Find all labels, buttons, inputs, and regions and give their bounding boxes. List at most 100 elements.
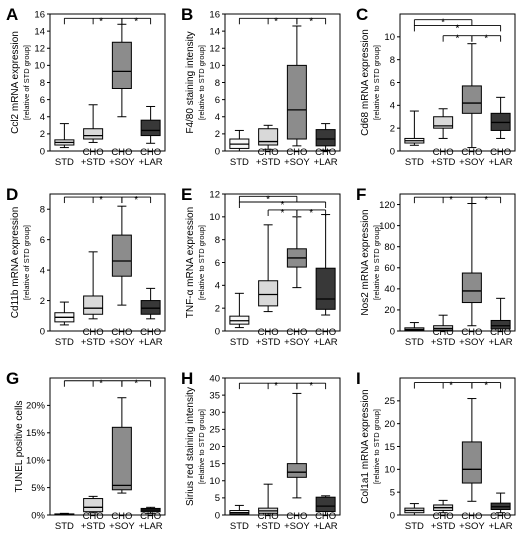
box-0 <box>404 322 425 332</box>
significance-bracket: * <box>296 208 327 219</box>
category-label: +SOY <box>284 521 310 532</box>
y-tick-label: 8 <box>215 235 220 246</box>
category-label: +SOY <box>459 337 485 348</box>
box-iqr <box>461 272 482 304</box>
y-tick-label: 10 <box>209 212 220 223</box>
significance-bracket: * <box>296 381 327 392</box>
panel-letter: A <box>6 5 18 24</box>
category-label: CHO <box>461 511 482 522</box>
category-label: CHO <box>258 147 279 158</box>
significance-bracket: * <box>63 195 123 206</box>
category-label: CHO <box>433 147 454 158</box>
panel-b: B 0 2 4 6 8 10 12 14 16 F4/80 staining intensity [r… <box>181 5 341 168</box>
category-label: CHO <box>461 327 482 338</box>
y-tick-label: 15 <box>384 442 395 453</box>
category-label: STD <box>230 157 249 168</box>
y-axis-label: TUNEL positive cells <box>14 401 25 493</box>
y-tick-label: 15 <box>209 459 220 470</box>
box-1 <box>433 499 454 514</box>
y-tick-label: 35 <box>209 390 220 401</box>
significance-star: * <box>449 195 453 206</box>
y-tick-label: 8 <box>40 78 45 89</box>
significance-star: * <box>99 379 103 390</box>
significance-star: * <box>99 195 103 206</box>
category-label: CHO <box>83 327 104 338</box>
y-tick-label: 5 <box>215 493 220 504</box>
box-iqr <box>433 116 454 129</box>
box-0 <box>229 504 250 516</box>
y-axis-sublabel: [relative of STD group] <box>22 45 31 120</box>
plot-frame <box>224 377 341 516</box>
category-label: STD <box>55 337 74 348</box>
plot-frame <box>399 377 516 516</box>
y-axis-label: Nos2 mRNA expression <box>360 209 371 315</box>
y-tick-label: 20% <box>26 401 46 412</box>
box-3 <box>490 96 511 139</box>
box-1 <box>83 104 104 143</box>
box-2 <box>461 398 482 502</box>
category-label: CHO <box>315 147 336 158</box>
y-axis-sublabel: [relative to STD group] <box>197 45 206 120</box>
box-2 <box>461 202 482 327</box>
y-tick-label: 0% <box>31 510 45 521</box>
significance-star: * <box>309 208 313 219</box>
panel-c: C 0 2 4 6 8 10 Cd68 mRNA expression [relative to… <box>356 5 516 168</box>
panel-letter: D <box>6 185 18 204</box>
category-label: +STD <box>431 337 456 348</box>
category-label: STD <box>230 521 249 532</box>
box-2 <box>286 216 307 289</box>
y-axis-sublabel: [relative to STD group] <box>197 409 206 484</box>
panel-f: F 0 20 40 60 80 100 120 Nos2 mRNA expression [rel… <box>356 185 516 348</box>
box-3 <box>490 297 511 332</box>
category-label: +STD <box>81 157 106 168</box>
y-axis-label: Col1a1 mRNA expression <box>360 389 371 504</box>
box-1 <box>258 224 279 313</box>
y-tick-label: 2 <box>215 303 220 314</box>
significance-star: * <box>309 16 313 27</box>
y-axis-sublabel: [relative to STD group] <box>372 225 381 300</box>
y-tick-label: 120 <box>379 200 395 211</box>
category-label: +SOY <box>284 337 310 348</box>
category-label: CHO <box>315 511 336 522</box>
panel-letter: G <box>6 369 19 388</box>
y-tick-label: 14 <box>34 26 45 37</box>
box-0 <box>404 503 425 516</box>
box-2 <box>111 205 132 306</box>
box-iqr <box>315 267 336 310</box>
category-label: CHO <box>258 327 279 338</box>
box-iqr <box>315 496 336 513</box>
box-0 <box>54 123 75 149</box>
box-iqr <box>111 234 132 277</box>
y-axis-sublabel: [relative of STD group] <box>22 225 31 300</box>
significance-bracket: * <box>296 16 327 27</box>
y-axis-sublabel: [relative to STD group] <box>197 225 206 300</box>
y-axis-label: Sirius red staining intensity <box>185 387 196 506</box>
panel-letter: B <box>181 5 193 24</box>
significance-bracket: * <box>238 200 327 211</box>
y-tick-label: 0 <box>40 326 45 337</box>
category-label: +STD <box>81 337 106 348</box>
significance-star: * <box>99 16 103 27</box>
significance-star: * <box>281 208 285 219</box>
y-tick-label: 2 <box>215 129 220 140</box>
significance-star: * <box>274 381 278 392</box>
box-3 <box>140 287 161 320</box>
plot-frame <box>49 377 166 516</box>
box-iqr <box>83 128 104 140</box>
y-tick-label: 16 <box>34 9 45 20</box>
y-axis-label: F4/80 staining intensity <box>185 31 196 133</box>
y-tick-label: 0 <box>390 146 395 157</box>
y-tick-label: 10 <box>34 61 45 72</box>
panel-e: E 0 2 4 6 8 10 12 TNF-α mRNA expression [relative… <box>181 185 341 348</box>
significance-bracket: * <box>121 195 152 206</box>
box-iqr <box>258 128 279 146</box>
y-tick-label: 100 <box>379 221 395 232</box>
y-tick-label: 15% <box>26 428 46 439</box>
category-label: CHO <box>433 327 454 338</box>
significance-star: * <box>456 34 460 45</box>
significance-star: * <box>266 194 270 205</box>
y-tick-label: 8 <box>215 78 220 89</box>
box-iqr <box>286 64 307 140</box>
category-label: +SOY <box>459 157 485 168</box>
